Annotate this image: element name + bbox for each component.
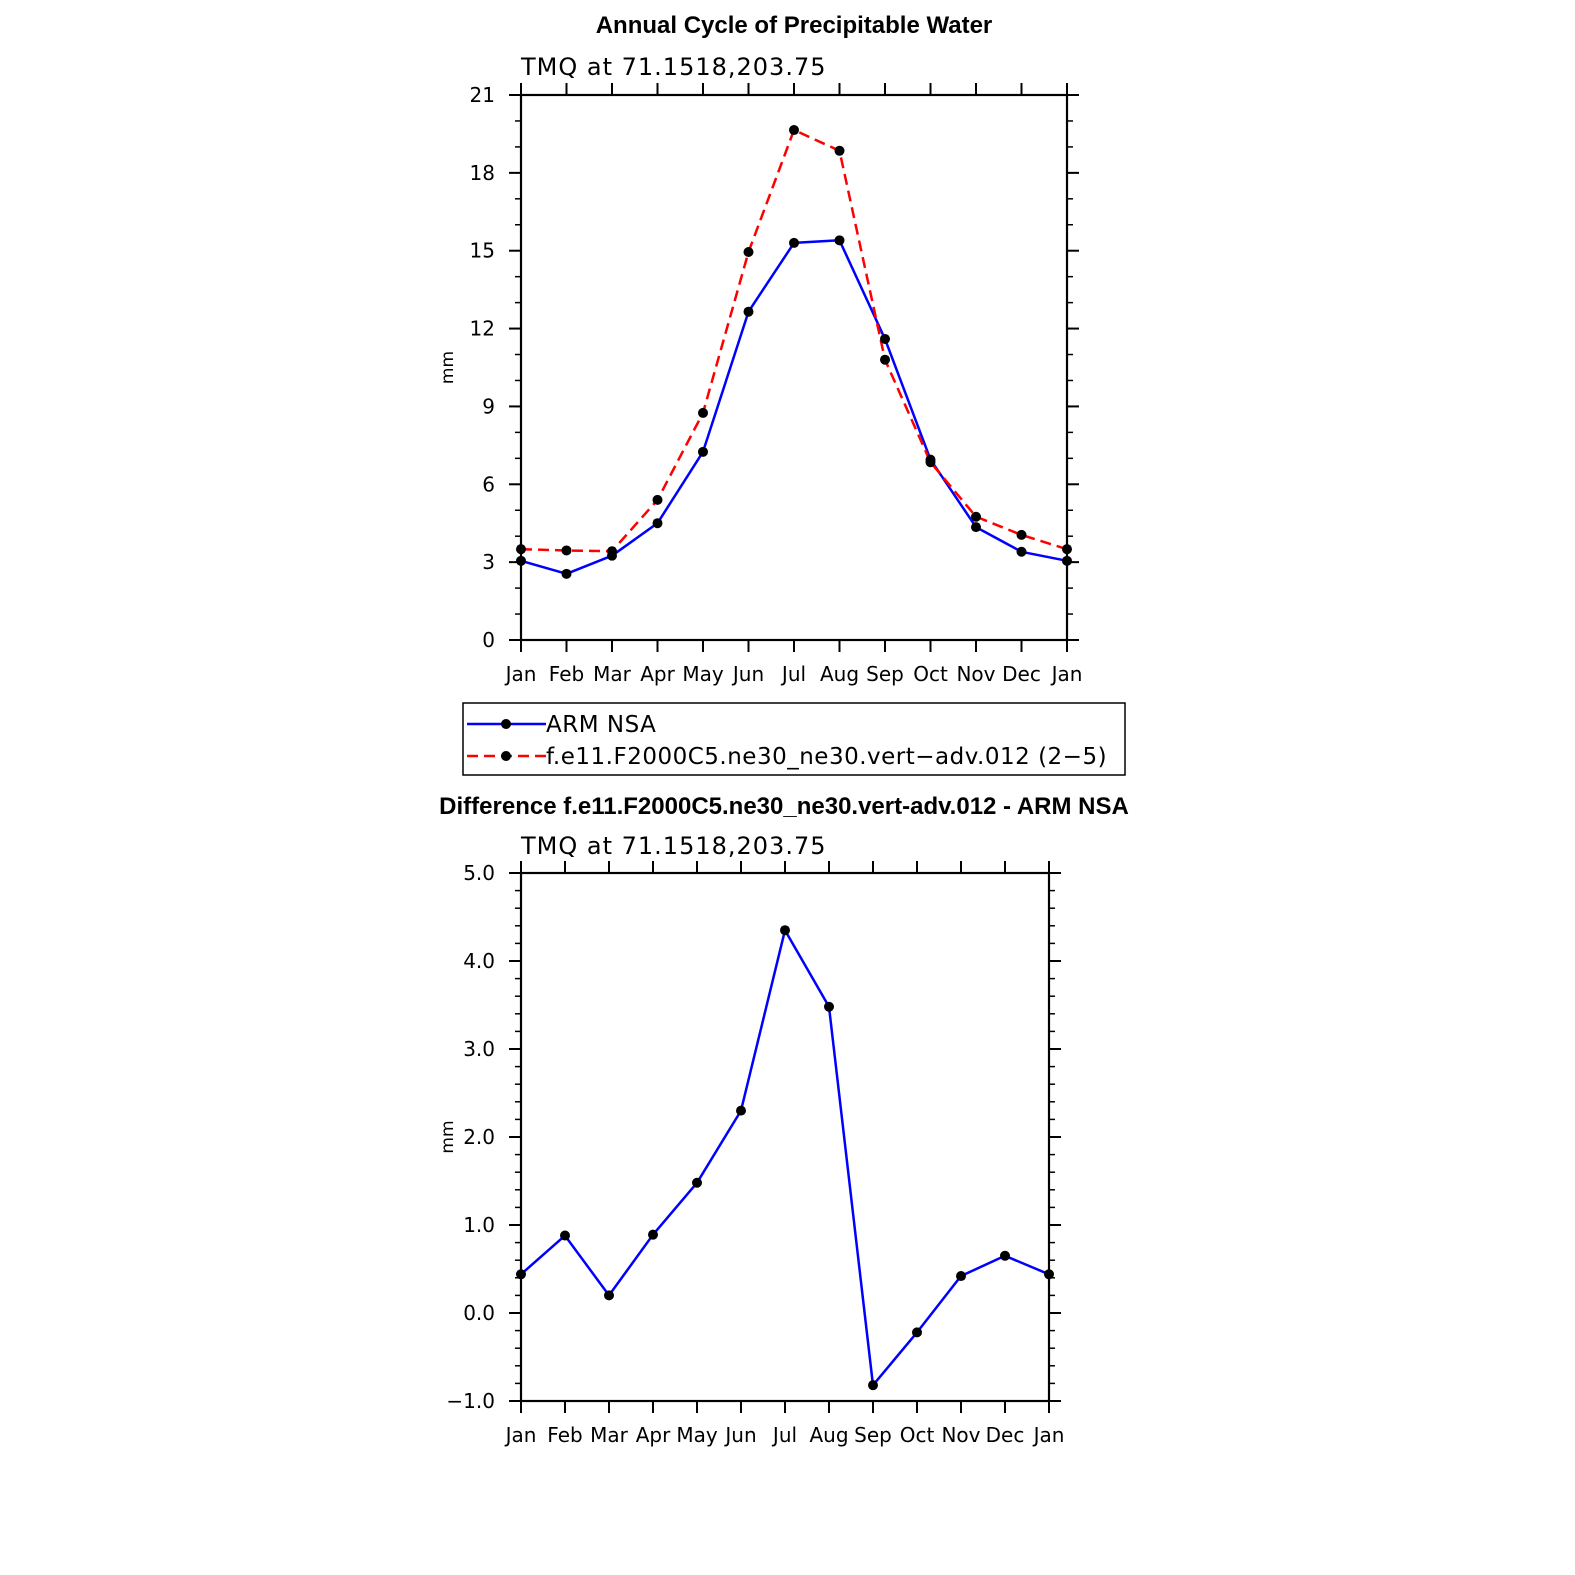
chart1-series-1-point [698, 407, 708, 418]
chart1-xtick-label: Aug [820, 662, 859, 686]
chart1-plot-area: 0 3 6 9 12 15 18 21 Jan Feb Mar Apr May Jun Jul Aug Sep O… [438, 83, 1082, 686]
chart2-frame [519, 871, 1051, 1403]
chart1-series-1-point [925, 457, 936, 468]
chart2-xtick-label: Dec [986, 1423, 1025, 1447]
chart1-ytick-label: 12 [470, 317, 495, 341]
chart2-subtitle: TMQ at 71.1518,203.75 [520, 832, 826, 860]
chart1-xtick-label: May [682, 662, 724, 686]
chart2-xtick-label: Jul [771, 1423, 797, 1447]
chart1-series-1-point [834, 145, 845, 156]
chart1-ytick-label: 18 [470, 161, 495, 185]
chart2-series-0-point [780, 925, 790, 936]
chart2-xtick-label: Sep [854, 1423, 892, 1447]
chart1-series-1-point [516, 544, 526, 555]
chart2-ylabel: mm [438, 1120, 458, 1153]
chart1-series-1-line [520, 128, 1068, 553]
chart2-series-0-point [736, 1105, 746, 1116]
chart1-xtick-label: Jul [780, 662, 806, 686]
chart2-xtick-label: Jun [723, 1423, 756, 1447]
chart1-series-0-point [789, 237, 799, 248]
chart2-xtick-label: May [676, 1423, 718, 1447]
chart2-xtick-label: Jan [1032, 1423, 1065, 1447]
chart1-xtick-label: Apr [640, 662, 675, 686]
chart1-legend: ARM NSA f.e11.F2000C5.ne30_ne30.vert−adv… [462, 702, 1126, 776]
chart1-ytick-label: 0 [482, 628, 495, 652]
chart1-xtick-label: Mar [593, 662, 632, 686]
chart1-subtitle: TMQ at 71.1518,203.75 [520, 53, 826, 81]
chart2-series-0-point [824, 1001, 834, 1012]
chart2-series-0-point [912, 1327, 922, 1338]
chart2-xtick-label: Nov [941, 1423, 980, 1447]
chart2-ytick-label: 2.0 [463, 1125, 495, 1149]
chart2-ytick-label: 1.0 [463, 1213, 495, 1237]
chart2-title: Difference f.e11.F2000C5.ne30_ne30.vert-… [439, 793, 1129, 820]
chart1-xtick-label: Sep [866, 662, 904, 686]
chart1-ytick-label: 9 [482, 394, 495, 418]
chart2-series-0-point [604, 1290, 614, 1301]
chart1-xtick-label: Jan [1050, 662, 1083, 686]
chart1-xtick-label: Jun [731, 662, 764, 686]
chart2-series-0-point [692, 1177, 702, 1188]
chart2-ytick-label: 0.0 [463, 1301, 495, 1325]
chart1-series-1-point [1016, 529, 1027, 540]
chart1-xtick-label: Jan [504, 662, 537, 686]
chart2-xtick-label: Apr [636, 1423, 671, 1447]
chart1-series-0-point [834, 235, 845, 246]
chart2-ytick-label: 5.0 [463, 861, 495, 885]
chart1-ytick-label: 21 [470, 83, 495, 107]
chart1-xtick-label: Dec [1002, 662, 1041, 686]
chart1-series-1-point [607, 546, 617, 557]
chart1-xtick-label: Nov [956, 662, 995, 686]
chart1-series-0-point [1062, 555, 1072, 566]
chart2-xtick-label: Oct [900, 1423, 935, 1447]
chart2-series-0-point [868, 1380, 878, 1391]
chart2-series-0-point [648, 1229, 658, 1240]
chart1-xtick-label: Feb [549, 662, 584, 686]
chart1-title: Annual Cycle of Precipitable Water [596, 12, 993, 39]
chart1-ytick-label: 15 [470, 239, 495, 263]
chart1-ytick-label: 6 [482, 472, 495, 496]
chart2-ytick-label: 3.0 [463, 1037, 495, 1061]
chart2-series-0-point [1044, 1269, 1054, 1280]
chart1-series-1-point [789, 125, 799, 136]
chart2-xtick-label: Jan [504, 1423, 537, 1447]
legend-marker-model [501, 751, 511, 761]
chart1-ytick-label: 3 [482, 550, 495, 574]
chart1-series-0-line [520, 239, 1068, 576]
chart1-series-1-point [652, 494, 663, 505]
chart1-series-0-point [652, 518, 663, 529]
chart2-xtick-label: Mar [590, 1423, 629, 1447]
chart1-series-0-point [698, 446, 708, 457]
chart2-ytick-label: −1.0 [446, 1389, 495, 1413]
chart1-series-0-point [971, 522, 981, 533]
chart2-ytick-label: 4.0 [463, 949, 495, 973]
legend-label-model: f.e11.F2000C5.ne30_ne30.vert−adv.012 (2−… [546, 744, 1107, 770]
legend-frame [462, 702, 1126, 776]
chart1-series-0-point [561, 568, 572, 579]
chart1-series-1-point [971, 511, 981, 522]
chart2-series-0-point [1000, 1250, 1010, 1261]
chart1-series-1-point [1062, 544, 1072, 555]
chart2-xtick-label: Feb [547, 1423, 582, 1447]
legend-marker-arm-nsa [501, 719, 511, 729]
chart2-series-0-point [956, 1271, 966, 1282]
chart1-series-0-point [1016, 546, 1027, 557]
chart2-plot-area: −1.0 0.0 1.0 2.0 3.0 4.0 5.0 Jan Feb Mar Apr May Jun… [438, 861, 1064, 1447]
legend-label-arm-nsa: ARM NSA [546, 712, 656, 738]
chart2-series-0-point [560, 1230, 570, 1241]
chart1-series-1-point [880, 354, 890, 365]
chart2-series-0-line [520, 928, 1050, 1387]
chart1-series-0-point [516, 555, 526, 566]
chart1-xtick-label: Oct [913, 662, 948, 686]
chart1-series-1-point [561, 545, 572, 556]
chart1-series-0-point [880, 333, 890, 344]
chart1-series-1-point [743, 247, 754, 258]
chart2-series-0-point [516, 1269, 526, 1280]
chart2-xtick-label: Aug [809, 1423, 848, 1447]
chart1-ylabel: mm [438, 351, 458, 384]
chart1-series-0-point [743, 306, 754, 317]
